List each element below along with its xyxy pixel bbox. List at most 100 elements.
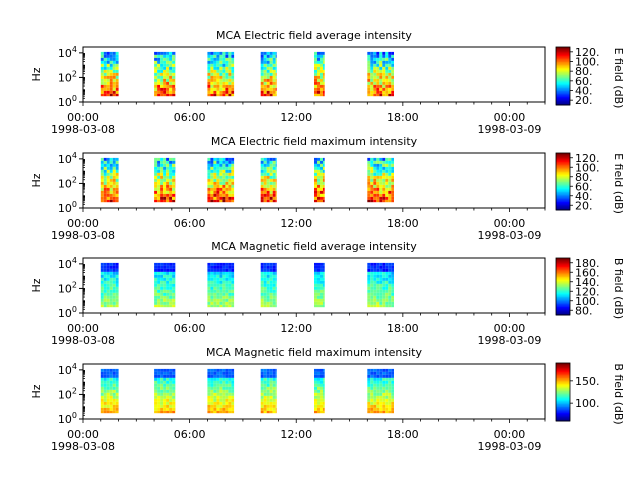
data-block [154, 262, 176, 308]
colorbar-tick-label: 80. [575, 171, 593, 184]
colorbar-band [556, 310, 570, 313]
colorbar-tick-label: 20. [575, 199, 593, 212]
colorbar-frame [555, 362, 571, 422]
colorbar-tick-label: 100. [575, 161, 600, 174]
x-tick-label: 12:00 [280, 322, 312, 335]
colorbar-band [556, 364, 570, 367]
y-axis: 100 102 104 [58, 362, 85, 426]
colorbar-band [556, 200, 570, 202]
colorbar-band [556, 260, 570, 263]
data-block [154, 368, 176, 414]
colorbar-band [556, 78, 570, 81]
x-tick-label: 00:00 [67, 217, 99, 230]
colorbar-band [556, 102, 570, 105]
x-tick-label: 00:00 [494, 111, 526, 124]
data-block [260, 157, 277, 203]
colorbar-band [556, 187, 570, 190]
colorbar-band [556, 207, 570, 210]
x-tick-label: 00:00 [67, 322, 99, 335]
panel-title: MCA Magnetic field average intensity [211, 240, 417, 253]
colorbar-band [556, 293, 570, 296]
colorbar-band [556, 97, 570, 100]
colorbar-tick-label: 80. [575, 304, 593, 317]
colorbar-band [556, 390, 570, 393]
y-tick-label: 100 [58, 305, 77, 320]
colorbar-band [556, 192, 570, 195]
colorbar-label: E field (dB) [612, 48, 625, 109]
panel-1: MCA Electric field average intensity Hz 10… [30, 29, 625, 136]
colorbar-band [556, 194, 570, 197]
colorbar-band [556, 77, 570, 80]
colorbar-frame [555, 46, 571, 106]
colorbar-band [556, 384, 570, 387]
colorbar-band [556, 164, 570, 167]
colorbar-band [556, 74, 570, 77]
colorbar: 100. 150. B field (dB) [555, 362, 625, 425]
colorbar-band [556, 412, 570, 415]
x-tick-label: 00:00 [494, 217, 526, 230]
colorbar-band [556, 405, 570, 407]
x-tick-date: 1998-03-08 [51, 334, 115, 347]
colorbar-band [556, 419, 570, 422]
colorbar-tick-label: 120. [575, 46, 600, 59]
colorbar-band [556, 168, 570, 171]
data-block [100, 157, 119, 203]
colorbar-tick-label: 100. [575, 397, 600, 410]
x-tick-date: 1998-03-08 [51, 440, 115, 453]
colorbar-band [556, 89, 570, 91]
y-tick-label: 104 [58, 362, 77, 377]
colorbar-band [556, 188, 570, 191]
colorbar-band [556, 373, 570, 376]
data-block [367, 51, 394, 97]
data-block [100, 368, 119, 414]
colorbar-frame [555, 152, 571, 211]
colorbar-band [556, 413, 570, 416]
colorbar-band [556, 180, 570, 182]
colorbar-band [556, 402, 570, 405]
colorbar-band [556, 267, 570, 270]
y-axis: 100 102 104 [58, 151, 85, 215]
colorbar-band [556, 266, 570, 269]
colorbar-band [556, 270, 570, 273]
panel-title: MCA Magnetic field maximum intensity [206, 346, 422, 359]
colorbar-band [556, 155, 570, 158]
colorbar-band [556, 376, 570, 378]
colorbar-band [556, 299, 570, 302]
colorbar-label: B field (dB) [612, 363, 625, 424]
colorbar-band [556, 313, 570, 316]
colorbar-band [556, 383, 570, 386]
colorbar-band [556, 367, 570, 370]
data-block [207, 262, 235, 308]
colorbar-band [556, 208, 570, 211]
colorbar-band [556, 286, 570, 289]
data-block [260, 51, 277, 97]
colorbar-band [556, 54, 570, 57]
y-tick-label: 100 [58, 94, 77, 109]
colorbar-band [556, 60, 570, 62]
colorbar-band [556, 292, 570, 295]
colorbar-band [556, 365, 570, 368]
colorbar-band [556, 407, 570, 410]
colorbar-band [556, 58, 570, 61]
colorbar-band [556, 170, 570, 173]
colorbar-band [556, 84, 570, 87]
x-tick-label: 06:00 [174, 322, 206, 335]
colorbar-band [556, 403, 570, 406]
y-tick-label: 100 [58, 411, 77, 426]
colorbar-band [556, 378, 570, 381]
colorbar-band [556, 204, 570, 207]
colorbar-band [556, 90, 570, 93]
colorbar: 20.40.60.80.100.120. E field (dB) [555, 152, 625, 214]
colorbar-band [556, 57, 570, 60]
y-tick-label: 104 [58, 45, 77, 60]
colorbar-tick-label: 180. [575, 257, 600, 270]
colorbar-band [556, 174, 570, 177]
colorbar-band [556, 290, 570, 293]
y-tick-label: 102 [58, 69, 77, 84]
colorbar-band [556, 406, 570, 409]
x-tick-label: 18:00 [387, 111, 419, 124]
x-tick-label: 00:00 [67, 428, 99, 441]
